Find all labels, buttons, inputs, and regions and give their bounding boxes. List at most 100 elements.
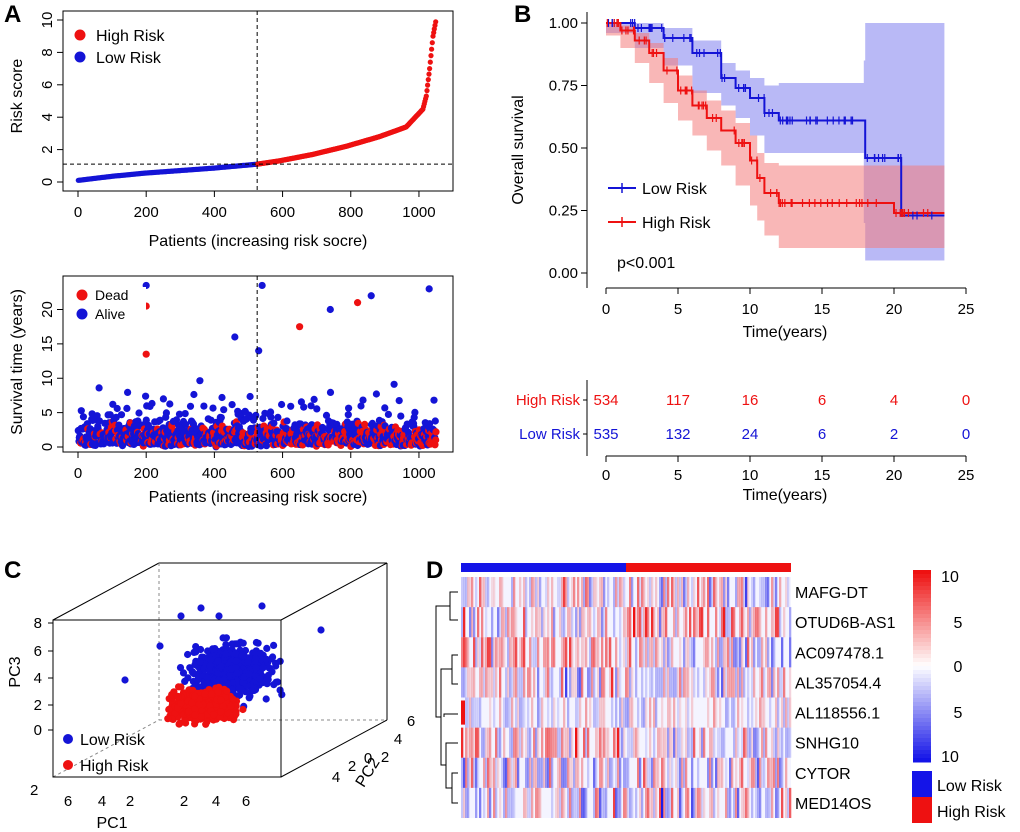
heatmap-cell: [741, 667, 744, 698]
heatmap-cell: [557, 577, 560, 608]
alive-point: [135, 409, 143, 417]
heatmap-cell: [595, 637, 598, 668]
heatmap-cell: [561, 757, 564, 788]
heatmap-cell: [761, 757, 764, 788]
heatmap-cell: [651, 607, 654, 638]
low-risk-point: [252, 664, 260, 672]
heatmap-cell: [605, 757, 608, 788]
heatmap-cell: [579, 607, 582, 638]
heatmap-cell: [461, 727, 464, 758]
heatmap-cell: [513, 577, 516, 608]
colorbar-segment: [913, 622, 931, 627]
panel-label-a: A: [4, 1, 21, 28]
y-tick-label: 10: [39, 370, 56, 387]
alive-point: [267, 413, 275, 421]
heatmap-cell: [487, 667, 490, 698]
heatmap-cell: [729, 757, 732, 788]
heatmap-cell: [481, 667, 484, 698]
heatmap-cell: [755, 757, 758, 788]
x-tick-label: 5: [674, 301, 682, 318]
heatmap-cell: [529, 727, 532, 758]
heatmap-cell: [691, 787, 694, 819]
heatmap-cell: [577, 727, 580, 758]
z-tick-label: 6: [34, 643, 42, 660]
heatmap-cell: [659, 727, 662, 758]
heatmap-cell: [531, 787, 534, 819]
heatmap-cell: [521, 727, 524, 758]
heatmap-cell: [783, 697, 786, 728]
heatmap-cell: [773, 577, 776, 608]
heatmap-cell: [747, 637, 750, 668]
heatmap-cell: [697, 757, 700, 788]
heatmap-cell: [491, 757, 494, 788]
heatmap-cell: [575, 607, 578, 638]
heatmap-cell: [559, 727, 562, 758]
colorbar-tick-label: 10: [941, 569, 959, 586]
heatmap-cell: [543, 607, 546, 638]
heatmap-cell: [757, 607, 760, 638]
heatmap-cell: [555, 727, 558, 758]
heatmap-cell: [613, 787, 616, 819]
heatmap-cell: [741, 637, 744, 668]
heatmap-cell: [711, 727, 714, 758]
heatmap-cell: [617, 577, 620, 608]
dendrogram-branch: [435, 605, 450, 718]
colorbar-segment: [913, 754, 931, 759]
colorbar-segment: [913, 670, 931, 675]
heatmap-cell: [703, 637, 706, 668]
heatmap-cell: [541, 727, 544, 758]
heatmap-cell: [647, 607, 650, 638]
legend-swatch-low-risk: [912, 771, 932, 797]
heatmap-cell: [669, 727, 672, 758]
x-tick-label: 2: [180, 793, 188, 810]
survival-points: [74, 281, 440, 451]
heatmap-cell: [535, 637, 538, 668]
heatmap-cell: [509, 607, 512, 638]
heatmap-cell: [759, 577, 762, 608]
heatmap-cell: [779, 607, 782, 638]
heatmap-cell: [575, 667, 578, 698]
legend-swatch-high-risk: [912, 797, 932, 823]
heatmap-cell: [653, 787, 656, 819]
heatmap-cell: [691, 757, 694, 788]
heatmap-cell: [719, 577, 722, 608]
heatmap-cell: [771, 637, 774, 668]
heatmap-cell: [473, 697, 476, 728]
heatmap-cell: [557, 697, 560, 728]
heatmap-cell: [489, 637, 492, 668]
heatmap-cell: [731, 637, 734, 668]
heatmap-cell: [747, 607, 750, 638]
heatmap-cell: [679, 757, 682, 788]
x-tick-label: 5: [674, 467, 682, 484]
heatmap-cell: [695, 607, 698, 638]
heatmap-cell: [469, 757, 472, 788]
heatmap-cell: [499, 667, 502, 698]
low-risk-point: [227, 665, 236, 673]
heatmap-cell: [677, 787, 680, 819]
heatmap-cell: [773, 667, 776, 698]
heatmap-cell: [675, 757, 678, 788]
heatmap-cell: [545, 577, 548, 608]
high-risk-point: [207, 690, 216, 698]
heatmap-cell: [689, 727, 692, 758]
heatmap-cell: [661, 637, 664, 668]
legend-label-high-risk: High Risk: [937, 804, 1006, 821]
alive-point: [162, 409, 170, 417]
legend-marker-low-risk: [63, 734, 73, 744]
heatmap-cell: [735, 727, 738, 758]
panel-label-d: D: [426, 557, 443, 584]
heatmap-cell: [595, 787, 598, 819]
heatmap-cell: [569, 727, 572, 758]
alive-point: [175, 410, 184, 418]
heatmap-cell: [641, 667, 644, 698]
dead-point: [142, 350, 150, 358]
heatmap-cell: [517, 757, 520, 788]
heatmap-cell: [709, 787, 712, 819]
dead-point: [239, 429, 247, 437]
heatmap-cell: [747, 697, 750, 728]
colorbar-segment: [913, 594, 931, 599]
y-tick-label: 4: [394, 731, 402, 748]
heatmap-cell: [575, 697, 578, 728]
colorbar-segment: [913, 714, 931, 719]
heatmap-cell: [515, 607, 518, 638]
